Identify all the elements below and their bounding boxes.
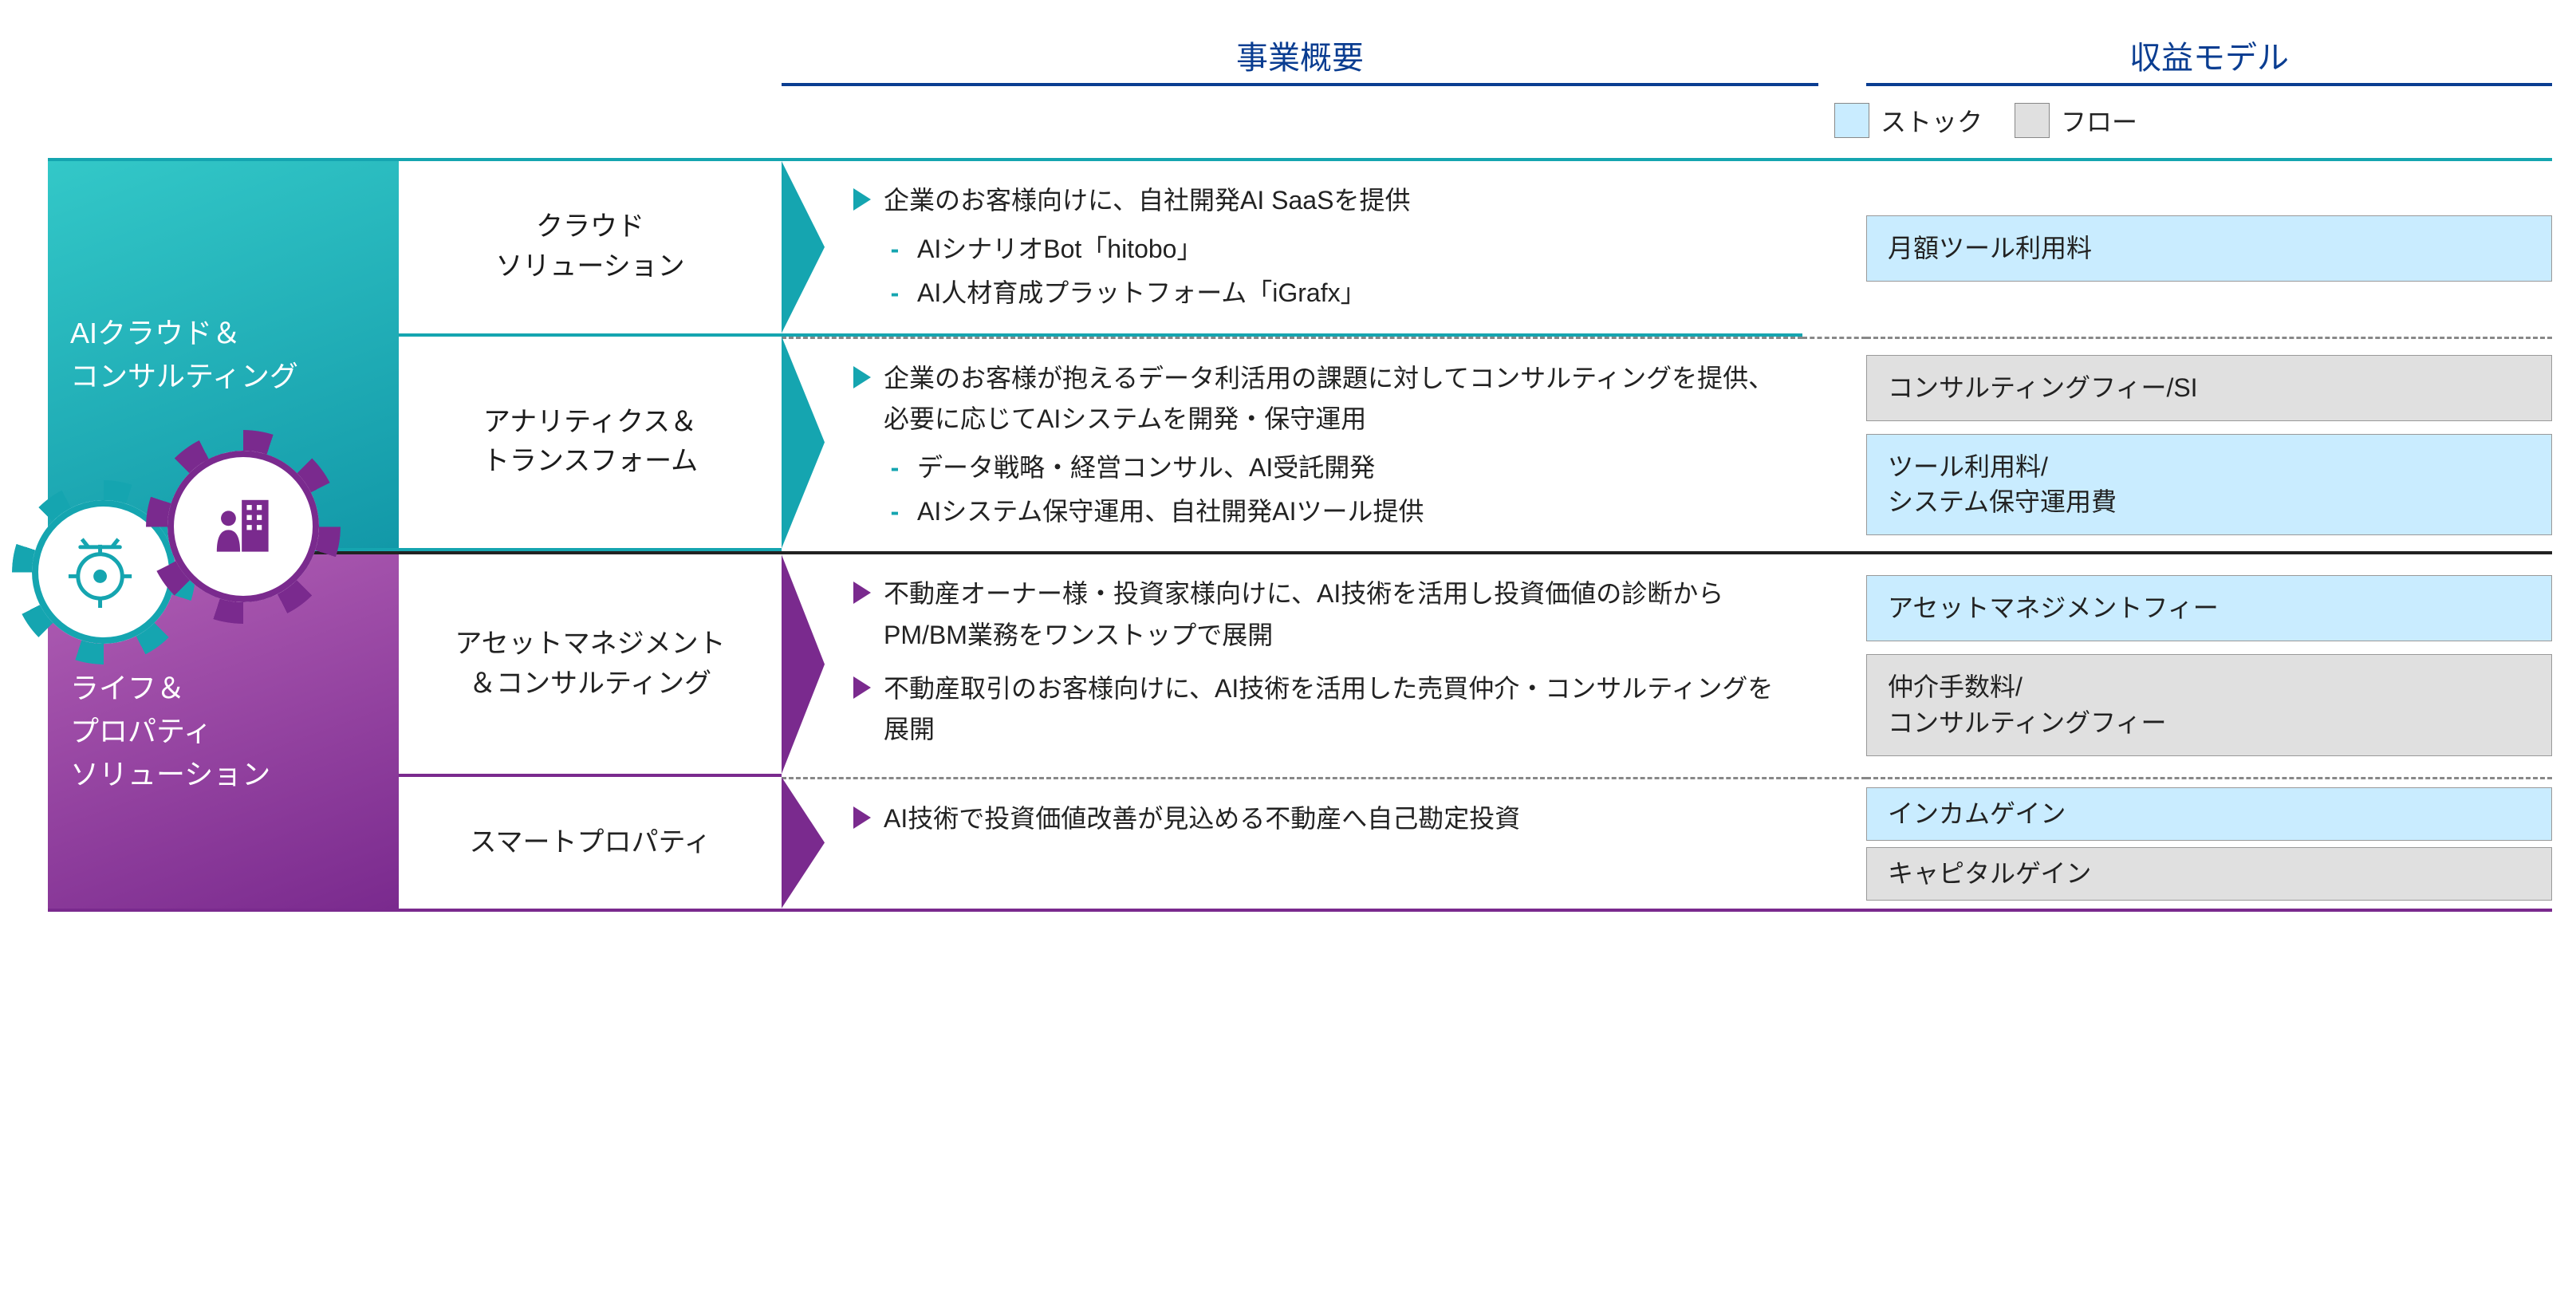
- rev-smart-property: インカムゲイン キャピタルゲイン: [1866, 777, 2552, 912]
- header-revenue: 収益モデル: [1866, 32, 2552, 86]
- biz-analytics-line1: アナリティクス＆: [483, 403, 697, 442]
- bullet-triangle-icon: [853, 582, 871, 604]
- segment-lp-line3: ソリューション: [70, 753, 270, 796]
- biz-analytics-transform: アナリティクス＆ トランスフォーム: [399, 337, 782, 552]
- bullet-dash-icon: -: [885, 491, 904, 532]
- biz-asset-line2: ＆コンサルティング: [469, 664, 711, 704]
- main-grid: AIクラウド＆ コンサルティング クラウド ソリューション 企業のお客様向けに、…: [48, 158, 2528, 912]
- biz-cloud-solution: クラウド ソリューション: [399, 158, 782, 337]
- rev-cloud-solution: 月額ツール利用料: [1866, 158, 2552, 337]
- biz-asset-mgmt: アセットマネジメント ＆コンサルティング: [399, 551, 782, 777]
- bullet-dash-icon: -: [885, 448, 904, 488]
- desc-smart-lead: AI技術で投資価値改善が見込める不動産へ自己勘定投資: [884, 798, 1520, 839]
- rev-box: インカムゲイン: [1866, 787, 2552, 841]
- desc-cloud-lead: 企業のお客様向けに、自社開発AI SaaSを提供: [884, 180, 1410, 221]
- desc-asset-lead2: 不動産取引のお客様向けに、AI技術を活用した売買仲介・コンサルティングを展開: [884, 668, 1786, 750]
- segment-ai-cloud-line2: コンサルティング: [70, 355, 298, 398]
- rev-box: アセットマネジメントフィー: [1866, 575, 2552, 641]
- desc-cloud-solution: 企業のお客様向けに、自社開発AI SaaSを提供 - AIシナリオBot「hit…: [782, 158, 1802, 337]
- desc-smart-property: AI技術で投資価値改善が見込める不動産へ自己勘定投資: [782, 777, 1802, 912]
- desc-asset-mgmt: 不動産オーナー様・投資家様向けに、AI技術を活用し投資価値の診断からPM/BM業…: [782, 551, 1802, 777]
- legend-stock-swatch: [1834, 103, 1869, 138]
- bullet-dash-icon: -: [885, 229, 904, 270]
- segment-lp-line2: プロパティ: [70, 710, 212, 753]
- bullet-triangle-icon: [853, 806, 871, 829]
- rev-asset-mgmt: アセットマネジメントフィー 仲介手数料/ コンサルティングフィー: [1866, 551, 2552, 777]
- rev-box: 月額ツール利用料: [1866, 215, 2552, 282]
- desc-analytics-sub1: データ戦略・経営コンサル、AI受託開発: [917, 448, 1375, 488]
- rev-analytics: コンサルティングフィー/SI ツール利用料/ システム保守運用費: [1866, 337, 2552, 552]
- legend-stock: ストック: [1834, 102, 1983, 139]
- biz-analytics-line2: トランスフォーム: [483, 442, 698, 481]
- rev-box: コンサルティングフィー/SI: [1866, 355, 2552, 421]
- bullet-triangle-icon: [853, 366, 871, 388]
- desc-cloud-sub1: AIシナリオBot「hitobo」: [917, 229, 1202, 270]
- desc-analytics-lead: 企業のお客様が抱えるデータ利活用の課題に対してコンサルティングを提供、必要に応じ…: [884, 358, 1786, 440]
- rev-box: ツール利用料/ システム保守運用費: [1866, 434, 2552, 536]
- segment-lp-line1: ライフ＆: [70, 667, 185, 710]
- rev-box: 仲介手数料/ コンサルティングフィー: [1866, 654, 2552, 756]
- header-overview: 事業概要: [782, 32, 1818, 86]
- biz-smart-line1: スマートプロパティ: [470, 823, 711, 862]
- biz-asset-line1: アセットマネジメント: [455, 625, 725, 664]
- biz-cloud-solution-line1: クラウド: [536, 207, 644, 246]
- rev-box: キャピタルゲイン: [1866, 847, 2552, 901]
- legend-flow: フロー: [2015, 102, 2137, 139]
- segment-ai-cloud-line1: AIクラウド＆: [70, 312, 241, 355]
- desc-asset-lead: 不動産オーナー様・投資家様向けに、AI技術を活用し投資価値の診断からPM/BM業…: [884, 574, 1786, 655]
- legend-stock-label: ストック: [1881, 102, 1983, 139]
- legend-flow-label: フロー: [2061, 102, 2137, 139]
- biz-cloud-solution-line2: ソリューション: [495, 247, 684, 286]
- column-headers: 事業概要 収益モデル: [782, 32, 2528, 86]
- desc-cloud-sub2: AI人材育成プラットフォーム「iGrafx」: [917, 273, 1366, 313]
- desc-analytics: 企業のお客様が抱えるデータ利活用の課題に対してコンサルティングを提供、必要に応じ…: [782, 337, 1802, 552]
- bullet-dash-icon: -: [885, 273, 904, 313]
- legend-flow-swatch: [2015, 103, 2050, 138]
- bullet-triangle-icon: [853, 188, 871, 211]
- bullet-triangle-icon: [853, 676, 871, 699]
- biz-smart-property: スマートプロパティ: [399, 777, 782, 912]
- building-gear-icon: [167, 451, 319, 602]
- revenue-legend: ストック フロー: [1834, 102, 2528, 139]
- desc-analytics-sub2: AIシステム保守運用、自社開発AIツール提供: [917, 491, 1424, 532]
